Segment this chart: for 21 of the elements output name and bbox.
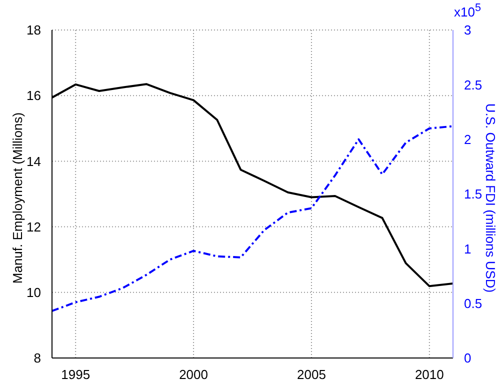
x-tick-label: 1995 [61,367,90,382]
y2-tick-label: 0.5 [464,296,482,311]
y-tick-label: 12 [26,219,41,234]
y-axis-title: Manuf. Employment (Millions) [10,112,25,284]
y2-tick-label: 1.5 [464,186,482,202]
y2-axis-title: U.S. Outward FDI (millions USD) [483,103,498,293]
y-tick-label: 16 [26,88,41,104]
x-tick-label: 2005 [297,367,326,382]
text: x10$^{5}$ [454,2,481,20]
y-tick-label: 10 [26,285,41,300]
x-tick-label: 2010 [414,367,444,382]
y-tick-label: 8 [34,350,41,366]
y2-tick-label: 2.5 [464,77,482,92]
y2-tick-label: 3 [464,22,472,38]
y-tick-label: 14 [26,154,41,169]
y-tick-label: 18 [26,22,41,38]
y2-tick-label: 1 [464,241,472,256]
line-series [52,125,453,312]
y2-tick-label: 2 [464,132,472,147]
x-tick-label: 2000 [179,367,208,382]
y2-tick-label: 0 [464,350,472,366]
